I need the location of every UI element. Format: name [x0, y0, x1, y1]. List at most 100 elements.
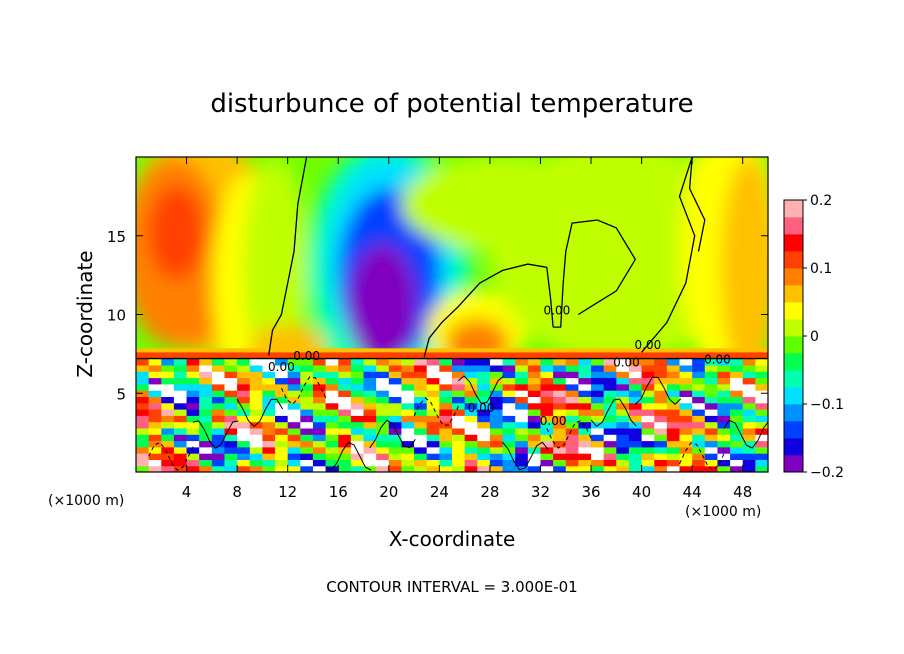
lower-layer-cell [730, 364, 744, 372]
lower-layer-cell [439, 364, 453, 372]
lower-layer-cell [679, 465, 693, 472]
lower-layer-cell [338, 459, 352, 467]
lower-layer-cell [161, 465, 175, 472]
lower-layer-cell [515, 421, 529, 429]
contour-line [457, 375, 505, 404]
lower-layer-cell [704, 396, 719, 404]
lower-layer-cell [452, 402, 466, 410]
lower-layer-cell [363, 371, 377, 379]
lower-layer-cell [275, 446, 289, 454]
lower-layer-cell [363, 390, 377, 397]
lower-layer-cell [161, 421, 175, 429]
lower-layer-cell [199, 383, 213, 391]
lower-layer-cell [742, 434, 756, 442]
lower-layer-cell [540, 427, 554, 435]
lower-layer-cell [654, 440, 668, 448]
lower-layer-cell [173, 421, 188, 429]
colorbar-swatch [784, 387, 803, 405]
x-tick-label: 4 [182, 483, 192, 501]
lower-layer-cell [148, 415, 162, 423]
lower-layer-cell [401, 453, 415, 460]
lower-layer-cell [502, 453, 516, 460]
lower-layer-cell [578, 453, 592, 460]
lower-layer-cell [186, 453, 200, 460]
lower-layer-cell [578, 390, 592, 397]
lower-layer-cell [173, 434, 188, 442]
lower-layer-cell [527, 402, 542, 410]
lower-layer-cell [426, 415, 440, 423]
lower-layer-cell [603, 377, 617, 385]
lower-layer-cell [553, 402, 567, 410]
lower-layer-cell [477, 402, 491, 410]
lower-layer-cell [489, 390, 504, 397]
lower-layer-cell [363, 377, 377, 385]
plot-area: 0.000.000.000.000.000.000.000.00 [136, 157, 768, 472]
contour-line [502, 441, 549, 471]
lower-layer-cell [755, 409, 768, 416]
lower-layer-cell [136, 409, 150, 416]
lower-layer-cell [578, 446, 592, 454]
lower-layer-cell [376, 415, 390, 423]
lower-layer-cell [477, 358, 491, 366]
colorbar-swatch [784, 200, 803, 218]
layer-top-band [136, 352, 768, 359]
lower-layer-cell [565, 402, 579, 410]
lower-layer-cell [224, 427, 238, 435]
lower-layer-cell [275, 459, 289, 467]
lower-layer-cell [287, 364, 301, 372]
lower-layer-cell [692, 453, 706, 460]
lower-layer-cell [616, 358, 630, 366]
field-patch [243, 157, 307, 378]
lower-layer-cell [641, 371, 655, 379]
colorbar-swatch [784, 421, 803, 439]
lower-layer-cell [275, 421, 289, 429]
lower-layer-cell [426, 402, 440, 410]
lower-layer-cell [616, 440, 630, 448]
lower-layer-cell [211, 446, 226, 454]
lower-layer-cell [186, 371, 200, 379]
lower-layer-cell [464, 459, 478, 467]
lower-layer-cell [350, 421, 365, 429]
lower-layer-cell [628, 383, 643, 391]
lower-layer-cell [654, 465, 668, 472]
lower-layer-cell [616, 465, 630, 472]
lower-layer-cell [237, 453, 251, 460]
lower-layer-cell [173, 377, 188, 385]
lower-layer-cell [464, 409, 478, 416]
lower-layer-cell [666, 377, 681, 385]
lower-layer-cell [704, 390, 719, 397]
lower-layer-cell [578, 377, 592, 385]
lower-layer-cell [376, 396, 390, 404]
field-patch [489, 157, 743, 362]
lower-layer-cell [325, 364, 339, 372]
lower-layer-cell [616, 409, 630, 416]
x-tick-label: 48 [733, 483, 752, 501]
lower-layer-cell [148, 377, 162, 385]
lower-layer-cell [199, 371, 213, 379]
lower-layer-cell [502, 427, 516, 435]
lower-layer-cell [527, 358, 542, 366]
lower-layer-cell [489, 434, 504, 442]
lower-layer-cell [300, 440, 314, 448]
lower-layer-cell [262, 383, 276, 391]
lower-layer-cell [350, 440, 365, 448]
lower-layer-cell [654, 453, 668, 460]
lower-layer-cell [603, 364, 617, 372]
lower-layer-cell [262, 377, 276, 385]
lower-layer-cell [287, 358, 301, 366]
lower-layer-cell [224, 459, 238, 467]
lower-layer-cell [464, 465, 478, 472]
lower-layer-cell [704, 415, 719, 423]
lower-layer-cell [350, 459, 365, 467]
lower-layer-cell [414, 402, 428, 410]
lower-layer-cell [199, 427, 213, 435]
lower-layer-cell [287, 421, 301, 429]
lower-layer-cell [616, 377, 630, 385]
lower-layer-cell [515, 415, 529, 423]
lower-layer-cell [300, 446, 314, 454]
lower-layer-cell [439, 453, 453, 460]
lower-layer-cell [502, 402, 516, 410]
lower-layer-cell [388, 377, 403, 385]
lower-layer-cell [489, 396, 504, 404]
lower-layer-cell [489, 421, 504, 429]
